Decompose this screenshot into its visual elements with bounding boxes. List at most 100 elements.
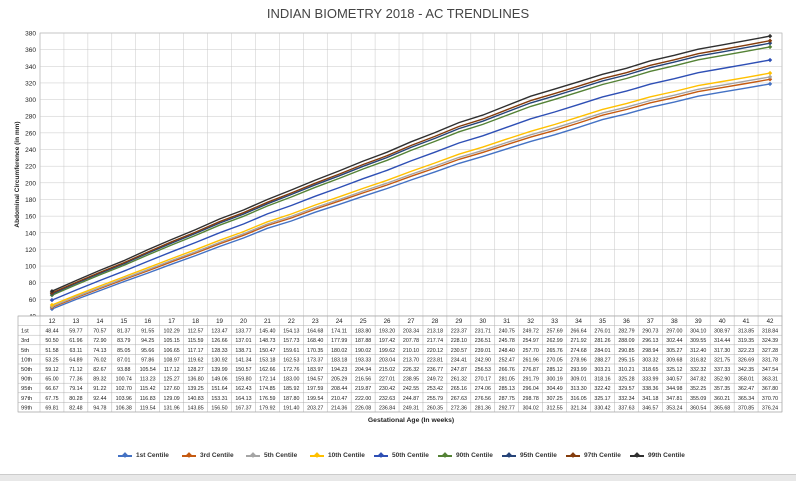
legend-label: 95th Centile [520,452,557,459]
data-label: 249.72 [523,329,539,335]
data-label: 274.06 [475,386,491,392]
series-marker-5th [767,74,773,80]
y-tick-label: 300 [25,97,36,104]
data-label: 141.34 [235,357,251,363]
x-tick-label: 40 [719,318,726,325]
data-label: 79.14 [69,386,82,392]
x-tick-label: 13 [72,318,79,325]
data-label: 148.73 [259,338,275,344]
table-row-label: 50th [21,367,32,373]
legend-label: 50th Centile [392,452,429,459]
data-label: 358.01 [738,377,754,383]
data-label: 103.96 [116,396,132,402]
data-label: 77.36 [69,377,82,383]
data-label: 108.97 [164,357,180,363]
data-label: 80.28 [69,396,82,402]
sheet-scroll-bar[interactable] [0,474,796,481]
y-tick-label: 240 [25,147,36,154]
data-label: 309.68 [666,357,682,363]
data-label: 296.13 [642,338,658,344]
data-label: 179.92 [259,405,275,411]
x-tick-label: 17 [168,318,175,325]
data-label: 164.68 [307,329,323,335]
series-line-3rd [51,78,771,308]
legend-swatch [566,454,580,457]
data-label: 309.01 [570,377,586,383]
data-label: 281.26 [594,338,610,344]
x-tick-label: 20 [240,318,247,325]
data-label: 228.10 [451,338,467,344]
data-label: 190.02 [355,348,371,354]
series-marker-99th [49,288,55,294]
x-tick-label: 37 [647,318,654,325]
data-label: 290.73 [642,329,658,335]
y-axis-title: Abdominal Circumference (in mm) [14,121,21,227]
data-label: 115.42 [140,386,156,392]
x-tick-label: 39 [695,318,702,325]
legend-item-5th: 5th Centile [246,452,310,459]
y-tick-label: 160 [25,214,36,221]
series-marker-90th [767,44,773,50]
data-label: 303.32 [642,357,658,363]
data-label: 304.49 [547,386,563,392]
data-label: 193.20 [379,329,395,335]
data-label: 266.76 [499,367,515,373]
data-label: 238.95 [403,377,419,383]
data-label: 257.69 [547,329,563,335]
data-label: 127.60 [164,386,180,392]
data-label: 119.62 [188,357,204,363]
data-label: 115.59 [188,338,204,344]
data-label: 204.94 [355,367,371,373]
data-label: 242.90 [475,357,491,363]
data-label: 119.54 [140,405,156,411]
data-label: 305.27 [666,348,682,354]
data-label: 87.01 [117,357,130,363]
table-row-label: 1st [21,329,29,335]
data-label: 288.27 [594,357,610,363]
data-label: 130.92 [211,357,227,363]
data-label: 318.16 [594,377,610,383]
data-label: 325.17 [594,396,610,402]
legend-item-90th: 90th Centile [438,452,502,459]
data-label: 303.21 [594,367,610,373]
data-label: 100.74 [116,377,132,383]
data-label: 276.87 [523,367,539,373]
data-label: 48.44 [45,329,58,335]
data-label: 270.05 [547,357,563,363]
series-line-99th [51,35,771,292]
y-tick-label: 280 [25,114,36,121]
y-tick-label: 120 [25,247,36,254]
legend-swatch [310,454,324,457]
data-label: 298.78 [523,396,539,402]
x-tick-label: 42 [767,318,774,325]
data-label: 208.44 [331,386,347,392]
data-label: 261.32 [451,377,467,383]
data-label: 226.32 [403,367,419,373]
data-label: 231.71 [475,329,491,335]
data-label: 281.36 [475,405,491,411]
data-label: 170.35 [307,348,323,354]
data-label: 74.13 [93,348,106,354]
data-label: 91.55 [141,329,154,335]
data-label: 307.25 [547,396,563,402]
data-label: 313.30 [570,386,586,392]
x-tick-label: 14 [96,318,103,325]
x-tick-label: 23 [312,318,319,325]
data-label: 346.57 [642,405,658,411]
data-label: 64.89 [69,357,82,363]
data-label: 173.37 [307,357,323,363]
data-label: 276.01 [594,329,610,335]
series-line-95th [51,42,771,295]
series-marker-10th [49,302,55,308]
series-marker-50th [49,297,55,303]
data-label: 240.75 [499,329,515,335]
table-row-label: 95th [21,386,32,392]
x-tick-label: 21 [264,318,271,325]
data-label: 172.76 [283,367,299,373]
y-tick-label: 360 [25,47,36,54]
data-label: 300.19 [547,377,563,383]
legend-swatch [182,454,196,457]
data-label: 154.13 [283,329,299,335]
data-label: 112.57 [188,329,204,335]
data-label: 194.57 [307,377,323,383]
